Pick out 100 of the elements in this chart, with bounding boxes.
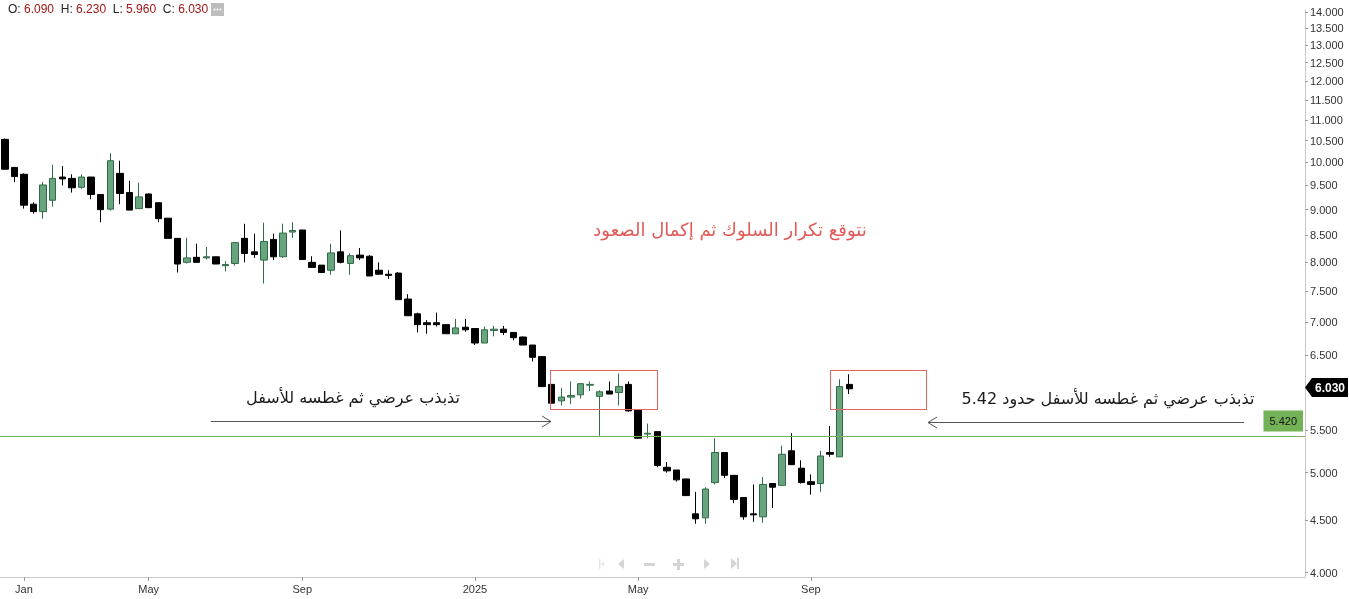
candlestick [231, 242, 239, 267]
candlestick [299, 229, 306, 261]
candlestick [826, 425, 834, 458]
candlestick [702, 486, 709, 525]
y-tick-label: 10.500 [1310, 134, 1344, 147]
candlestick [97, 193, 104, 223]
candlestick [395, 271, 402, 301]
candlestick [423, 319, 431, 335]
candlestick [164, 217, 172, 239]
candlestick [183, 237, 191, 264]
candlestick [414, 312, 421, 333]
candlestick [596, 389, 603, 437]
candlestick [654, 431, 661, 468]
y-tick-label: 13.000 [1310, 39, 1344, 52]
candlestick [135, 182, 143, 210]
candlestick [625, 380, 632, 413]
candlestick [500, 325, 507, 336]
candlestick [519, 335, 527, 346]
candlestick [193, 243, 200, 264]
y-tick-label: 8.500 [1310, 229, 1338, 242]
candlestick [404, 293, 412, 317]
y-tick-label: 9.000 [1310, 203, 1338, 216]
x-tick-label: Jan [15, 582, 33, 595]
candlestick [11, 166, 18, 183]
candlestick [510, 331, 517, 341]
y-tick-label: 11.000 [1310, 113, 1343, 126]
candlestick [721, 452, 728, 479]
candlestick [807, 473, 815, 496]
chart-subtitle: O: 6.090 H: 6.230 L: 5.960 C: 6.030 [8, 2, 209, 16]
candlestick [20, 172, 28, 210]
candlestick [740, 496, 747, 521]
candlestick [30, 201, 37, 215]
x-tick-label: May [627, 582, 649, 595]
candlestick [577, 382, 584, 400]
candlestick [730, 474, 738, 504]
candlestick [39, 181, 47, 220]
candlestick [836, 378, 843, 458]
candlestick [769, 483, 776, 509]
candlestick [529, 344, 536, 362]
candlestick [586, 380, 594, 392]
candlestick [107, 152, 114, 212]
candlestick [251, 233, 258, 259]
candlestick [634, 409, 642, 440]
candlestick [433, 312, 440, 328]
candlestick [644, 423, 651, 439]
candlestick [366, 254, 373, 277]
candlestick [174, 237, 181, 274]
candlestick [212, 256, 220, 265]
y-tick-label: 12.000 [1310, 74, 1344, 87]
candlestick [347, 252, 354, 276]
candlestick [452, 318, 459, 335]
candlestick [682, 478, 690, 497]
candlestick [442, 324, 450, 335]
x-tick-label: Sep [292, 582, 313, 595]
candlestick [222, 260, 229, 272]
candlestick [663, 461, 671, 474]
candlestick [817, 450, 824, 493]
candlestick [375, 261, 383, 275]
candlestick [116, 160, 124, 205]
annotation: تذبذب عرضي ثم غطسه للأسفل [246, 387, 460, 407]
y-tick-label: 8.000 [1310, 256, 1338, 269]
candlestick [538, 356, 546, 388]
candlestick [778, 445, 786, 486]
candlestick [798, 459, 805, 485]
y-tick-label: 5.500 [1310, 424, 1338, 436]
candlestick [471, 328, 479, 346]
y-tick-label: 11.500 [1310, 93, 1343, 106]
ref-line-label: 5.420 [1269, 415, 1297, 428]
candlestick [337, 229, 344, 264]
y-tick-label: 14.000 [1310, 5, 1344, 18]
candlestick [615, 373, 623, 406]
candlestick [68, 173, 76, 194]
candlestick [1, 138, 9, 170]
y-tick-label: 7.000 [1310, 316, 1338, 329]
candlestick [490, 325, 498, 337]
candlestick [126, 180, 133, 211]
candlestick [318, 264, 325, 274]
candlestick [260, 222, 268, 285]
candlestick [481, 326, 488, 344]
candlestick [59, 165, 66, 186]
candlestick [673, 469, 680, 483]
candlestick [462, 318, 469, 333]
candlestick [567, 380, 575, 405]
candlestick [87, 176, 95, 200]
y-tick-label: 13.500 [1310, 22, 1344, 35]
y-tick-label: 9.500 [1310, 179, 1338, 192]
y-tick-label: 4.500 [1310, 513, 1338, 526]
y-tick-label: 10.000 [1310, 156, 1344, 169]
y-tick-label: 7.500 [1310, 285, 1338, 298]
candlestick [270, 233, 277, 261]
candlestick [356, 247, 364, 261]
annotation: نتوقع تكرار السلوك ثم إكمال الصعود [593, 218, 867, 240]
y-tick-label: 4.000 [1310, 566, 1338, 579]
candlestick [145, 193, 152, 209]
candlestick [606, 380, 613, 395]
y-tick-label: 5.000 [1310, 466, 1338, 479]
x-tick-label: 2025 [462, 582, 488, 595]
candlestick [308, 255, 316, 268]
candlestick [759, 476, 767, 524]
x-tick-label: Sep [801, 582, 821, 595]
